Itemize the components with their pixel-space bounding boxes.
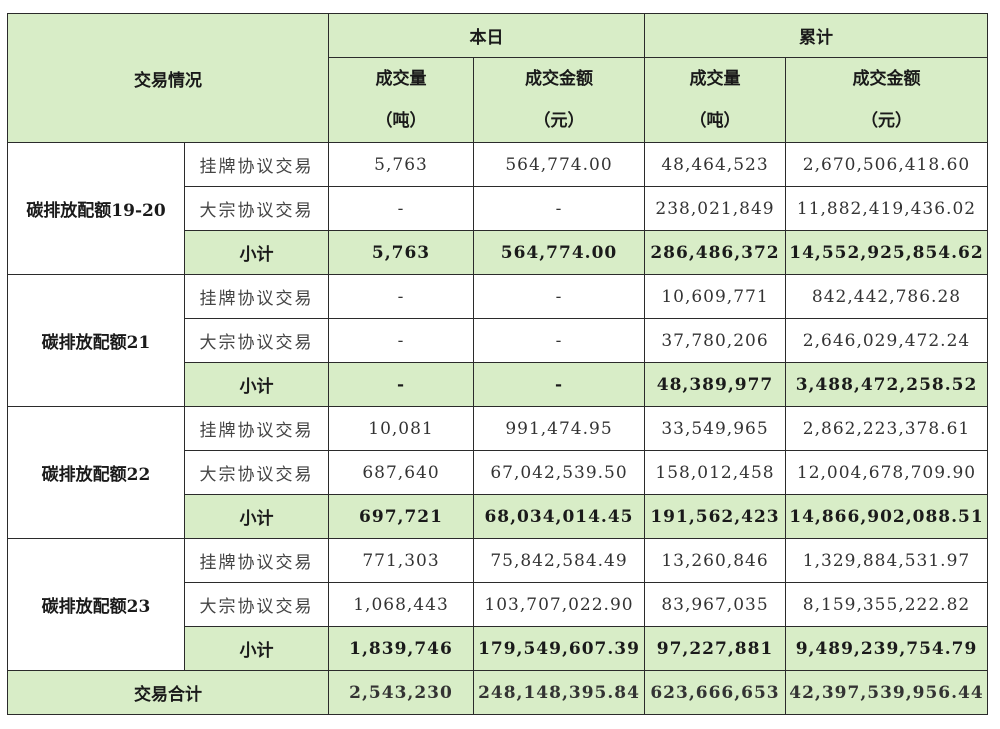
table-row: 碳排放配额19-20 挂牌协议交易 5,763 564,774.00 48,46…: [7, 142, 988, 275]
header-cumulative: 累计: [644, 13, 988, 58]
subtotal-label: 小计: [184, 362, 329, 407]
cum-amount: 14,866,902,088.51: [785, 494, 988, 539]
today-amount: 68,034,014.45: [473, 494, 645, 539]
today-volume: 5,763: [328, 142, 474, 187]
total-today-volume: 2,543,230: [328, 670, 474, 715]
today-amount: 67,042,539.50: [473, 450, 645, 495]
header-cum-volume: 成交量 （吨）: [644, 57, 786, 143]
subtotal-row: 小计 5,763 564,774.00 286,486,372 14,552,9…: [8, 230, 988, 275]
amount-label: 成交金额: [525, 69, 593, 89]
table-row: 大宗协议交易 687,640 67,042,539.50 158,012,458…: [8, 450, 988, 495]
subtotal-row: 小计 697,721 68,034,014.45 191,562,423 14,…: [8, 494, 988, 539]
cum-amount: 9,489,239,754.79: [785, 626, 988, 671]
cum-volume: 97,227,881: [644, 626, 786, 671]
trade-type: 挂牌协议交易: [184, 142, 329, 187]
table-row: 碳排放配额23 挂牌协议交易 771,303 75,842,584.49 13,…: [7, 538, 988, 671]
today-volume: -: [328, 318, 474, 363]
cum-volume: 286,486,372: [644, 230, 786, 275]
trade-type: 挂牌协议交易: [184, 274, 329, 319]
subtotal-label: 小计: [184, 230, 329, 275]
cum-amount: 11,882,419,436.02: [785, 186, 988, 231]
total-label: 交易合计: [7, 670, 329, 715]
today-amount: -: [473, 186, 645, 231]
cum-amount: 12,004,678,709.90: [785, 450, 988, 495]
cum-volume: 48,389,977: [644, 362, 786, 407]
cum-volume: 48,464,523: [644, 142, 786, 187]
today-volume: -: [328, 186, 474, 231]
group-name: 碳排放配额22: [7, 406, 185, 539]
cum-amount: 842,442,786.28: [785, 274, 988, 319]
cum-amount: 1,329,884,531.97: [785, 538, 988, 583]
trade-type: 大宗协议交易: [184, 318, 329, 363]
trading-summary-table: 交易情况 本日 累计 成交量 （吨） 成交金额 （元） 成交量 （吨） 成交金额 （元）…: [7, 13, 988, 715]
today-volume: -: [328, 274, 474, 319]
today-volume: 697,721: [328, 494, 474, 539]
header-today-amount: 成交金额 （元）: [473, 57, 645, 143]
header-corner: 交易情况: [7, 13, 329, 143]
header-cum-amount: 成交金额 （元）: [785, 57, 988, 143]
amount-unit: （元）: [861, 111, 912, 131]
cum-amount: 2,646,029,472.24: [785, 318, 988, 363]
today-amount: 75,842,584.49: [473, 538, 645, 583]
amount-unit: （元）: [533, 111, 585, 131]
cum-amount: 8,159,355,222.82: [785, 582, 988, 627]
cum-volume: 191,562,423: [644, 494, 786, 539]
table-row: 大宗协议交易 1,068,443 103,707,022.90 83,967,0…: [8, 582, 988, 627]
table-row: 大宗协议交易 - - 238,021,849 11,882,419,436.02: [8, 186, 988, 231]
cum-amount: 3,488,472,258.52: [785, 362, 988, 407]
group-name: 碳排放配额23: [7, 538, 185, 671]
cum-volume: 10,609,771: [644, 274, 786, 319]
cum-volume: 13,260,846: [644, 538, 786, 583]
trade-type: 挂牌协议交易: [184, 538, 329, 583]
today-volume: 5,763: [328, 230, 474, 275]
table-row: 碳排放配额22 挂牌协议交易 10,081 991,474.95 33,549,…: [7, 406, 988, 539]
volume-unit: （吨）: [689, 111, 741, 131]
cum-amount: 2,670,506,418.60: [785, 142, 988, 187]
today-amount: -: [473, 318, 645, 363]
cum-amount: 2,862,223,378.61: [785, 406, 988, 451]
today-amount: 991,474.95: [473, 406, 645, 451]
today-amount: 179,549,607.39: [473, 626, 645, 671]
header-today-volume: 成交量 （吨）: [328, 57, 474, 143]
today-volume: -: [328, 362, 474, 407]
group-name: 碳排放配额21: [7, 274, 185, 407]
trade-type: 大宗协议交易: [184, 450, 329, 495]
table-row: 大宗协议交易 - - 37,780,206 2,646,029,472.24: [8, 318, 988, 363]
today-amount: -: [473, 362, 645, 407]
trade-type: 大宗协议交易: [184, 186, 329, 231]
today-volume: 10,081: [328, 406, 474, 451]
total-today-amount: 248,148,395.84: [473, 670, 645, 715]
cum-volume: 158,012,458: [644, 450, 786, 495]
volume-unit: （吨）: [375, 111, 427, 131]
cum-volume: 37,780,206: [644, 318, 786, 363]
header-today: 本日: [328, 13, 645, 58]
cum-volume: 83,967,035: [644, 582, 786, 627]
trade-type: 大宗协议交易: [184, 582, 329, 627]
subtotal-row: 小计 - - 48,389,977 3,488,472,258.52: [8, 362, 988, 407]
volume-label: 成交量: [375, 69, 427, 89]
amount-label: 成交金额: [852, 69, 921, 89]
today-amount: -: [473, 274, 645, 319]
today-amount: 564,774.00: [473, 142, 645, 187]
total-row: 交易合计 2,543,230 248,148,395.84 623,666,65…: [7, 670, 988, 715]
subtotal-label: 小计: [184, 494, 329, 539]
trade-type: 挂牌协议交易: [184, 406, 329, 451]
today-volume: 687,640: [328, 450, 474, 495]
total-cum-volume: 623,666,653: [644, 670, 786, 715]
today-volume: 771,303: [328, 538, 474, 583]
group-name: 碳排放配额19-20: [7, 142, 185, 275]
subtotal-row: 小计 1,839,746 179,549,607.39 97,227,881 9…: [8, 626, 988, 671]
today-volume: 1,068,443: [328, 582, 474, 627]
volume-label: 成交量: [689, 69, 741, 89]
cum-volume: 238,021,849: [644, 186, 786, 231]
total-cum-amount: 42,397,539,956.44: [785, 670, 988, 715]
today-amount: 564,774.00: [473, 230, 645, 275]
table-row: 碳排放配额21 挂牌协议交易 - - 10,609,771 842,442,78…: [7, 274, 988, 407]
today-amount: 103,707,022.90: [473, 582, 645, 627]
today-volume: 1,839,746: [328, 626, 474, 671]
subtotal-label: 小计: [184, 626, 329, 671]
cum-amount: 14,552,925,854.62: [785, 230, 988, 275]
cum-volume: 33,549,965: [644, 406, 786, 451]
